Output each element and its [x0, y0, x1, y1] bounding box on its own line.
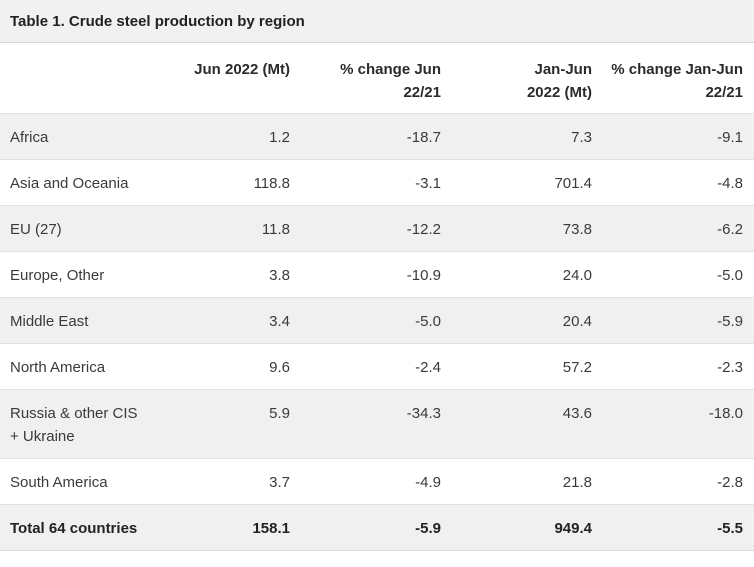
value-cell: -2.3 [592, 343, 754, 390]
table-row-europe-other: Europe, Other 3.8 -10.9 24.0 -5.0 [0, 251, 754, 298]
table-title: Table 1. Crude steel production by regio… [0, 0, 754, 43]
value-cell: -10.9 [290, 251, 441, 298]
value-cell: 118.8 [139, 159, 290, 206]
value-cell: 57.2 [441, 343, 592, 390]
value-cell: 9.6 [139, 343, 290, 390]
region-cell: EU (27) [0, 205, 139, 252]
value-cell: 7.3 [441, 113, 592, 160]
value-cell: -5.0 [290, 297, 441, 344]
value-cell: -4.8 [592, 159, 754, 206]
column-header-region [0, 43, 139, 114]
column-header-jan-jun-2022: Jan-Jun 2022 (Mt) [526, 61, 592, 101]
table-row-total: Total 64 countries 158.1 -5.9 949.4 -5.5 [0, 504, 754, 551]
region-cell: North America [0, 343, 139, 390]
value-cell: 3.4 [139, 297, 290, 344]
value-cell: 21.8 [441, 458, 592, 505]
total-value-cell: 158.1 [139, 504, 290, 551]
region-cell: South America [0, 458, 139, 505]
value-cell: -6.2 [592, 205, 754, 252]
value-cell: -12.2 [290, 205, 441, 252]
table-row-north-america: North America 9.6 -2.4 57.2 -2.3 [0, 343, 754, 390]
value-cell: 3.7 [139, 458, 290, 505]
value-cell: -18.0 [592, 389, 754, 459]
value-cell: -2.8 [592, 458, 754, 505]
table-row-eu-27: EU (27) 11.8 -12.2 73.8 -6.2 [0, 205, 754, 252]
crude-steel-table-widget: Table 1. Crude steel production by regio… [0, 0, 754, 551]
table-row-russia-cis-ukraine: Russia & other CIS + Ukraine 5.9 -34.3 4… [0, 389, 754, 459]
value-cell: 5.9 [139, 389, 290, 459]
value-cell: -2.4 [290, 343, 441, 390]
value-cell: -5.0 [592, 251, 754, 298]
value-cell: 20.4 [441, 297, 592, 344]
value-cell: 24.0 [441, 251, 592, 298]
column-header-jun-2022: Jun 2022 (Mt) [194, 61, 290, 78]
total-value-cell: -5.9 [290, 504, 441, 551]
total-value-cell: 949.4 [441, 504, 592, 551]
crude-steel-table: Jun 2022 (Mt) % change Jun 22/21 Jan-Jun… [0, 43, 754, 551]
table-row-asia-oceania: Asia and Oceania 118.8 -3.1 701.4 -4.8 [0, 159, 754, 206]
total-label-cell: Total 64 countries [0, 504, 139, 551]
value-cell: -9.1 [592, 113, 754, 160]
value-cell: 3.8 [139, 251, 290, 298]
total-value-cell: -5.5 [592, 504, 754, 551]
value-cell: -4.9 [290, 458, 441, 505]
value-cell: 73.8 [441, 205, 592, 252]
region-cell: Middle East [0, 297, 139, 344]
value-cell: 11.8 [139, 205, 290, 252]
table-row-south-america: South America 3.7 -4.9 21.8 -2.8 [0, 458, 754, 505]
region-cell: Russia & other CIS + Ukraine [0, 389, 139, 459]
value-cell: 43.6 [441, 389, 592, 459]
table-row-africa: Africa 1.2 -18.7 7.3 -9.1 [0, 113, 754, 160]
value-cell: -18.7 [290, 113, 441, 160]
value-cell: 701.4 [441, 159, 592, 206]
value-cell: -3.1 [290, 159, 441, 206]
value-cell: -34.3 [290, 389, 441, 459]
column-header-pct-change-jun: % change Jun 22/21 [340, 61, 441, 101]
table-row-middle-east: Middle East 3.4 -5.0 20.4 -5.9 [0, 297, 754, 344]
region-cell: Europe, Other [0, 251, 139, 298]
header-row: Jun 2022 (Mt) % change Jun 22/21 Jan-Jun… [0, 43, 754, 114]
region-cell: Africa [0, 113, 139, 160]
value-cell: -5.9 [592, 297, 754, 344]
region-cell: Asia and Oceania [0, 159, 139, 206]
value-cell: 1.2 [139, 113, 290, 160]
column-header-pct-change-jan-jun: % change Jan-Jun 22/21 [611, 61, 743, 101]
